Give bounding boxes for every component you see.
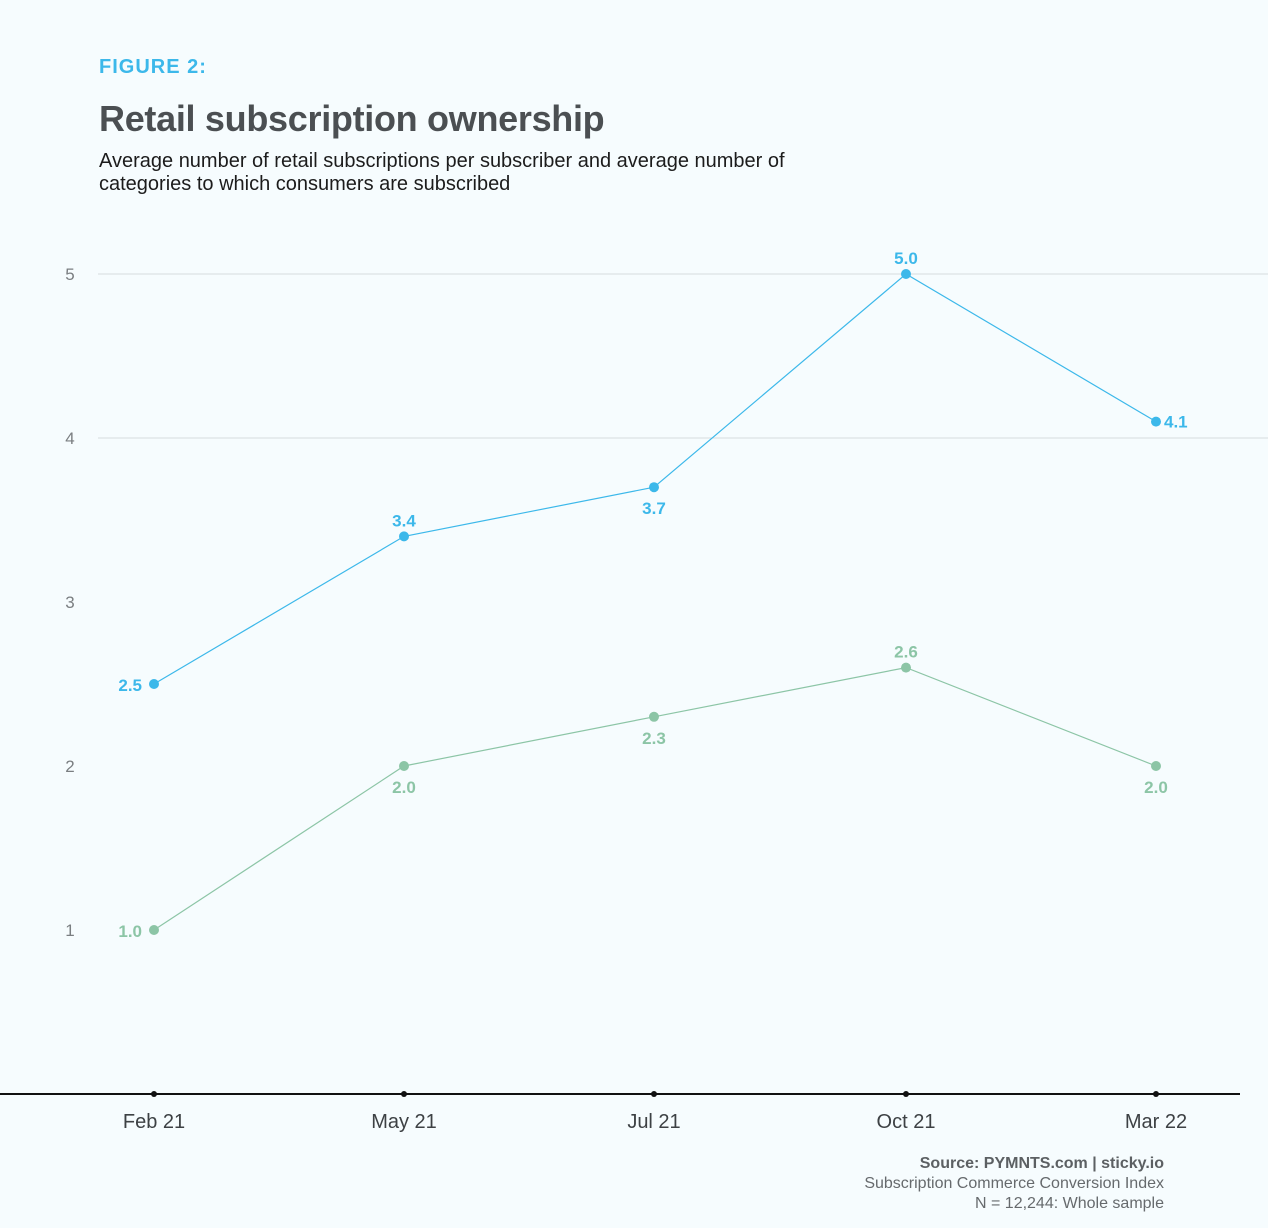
data-label: 4.1 bbox=[1164, 413, 1188, 432]
data-label: 2.0 bbox=[392, 778, 416, 797]
chart-title: Retail subscription ownership bbox=[99, 98, 605, 139]
x-tick-label: Jul 21 bbox=[627, 1111, 680, 1133]
x-tick-label: Feb 21 bbox=[123, 1111, 185, 1133]
data-label: 2.5 bbox=[118, 676, 142, 695]
data-point bbox=[649, 711, 659, 722]
x-tick-dot bbox=[1153, 1091, 1159, 1097]
data-label: 2.6 bbox=[894, 643, 918, 662]
x-tick-dot bbox=[651, 1091, 657, 1097]
series-line bbox=[153, 666, 1157, 931]
y-tick-label: 2 bbox=[65, 757, 74, 776]
data-point bbox=[901, 662, 911, 673]
data-point bbox=[1151, 761, 1161, 771]
y-tick-label: 4 bbox=[65, 429, 74, 448]
gridlines bbox=[98, 273, 1268, 439]
data-point bbox=[901, 269, 911, 279]
source-note: Source: PYMNTS.com | sticky.io bbox=[919, 1155, 1164, 1172]
sample-note: N = 12,244: Whole sample bbox=[975, 1195, 1164, 1212]
data-point bbox=[149, 679, 159, 689]
chart-footer: Source: PYMNTS.com | sticky.io Subscript… bbox=[864, 1154, 1164, 1214]
data-label: 5.0 bbox=[894, 249, 918, 268]
index-note: Subscription Commerce Conversion Index bbox=[864, 1175, 1164, 1192]
data-point bbox=[399, 531, 409, 542]
figure-label: FIGURE 2: bbox=[99, 56, 207, 78]
series-line bbox=[153, 273, 1157, 685]
chart-subtitle: Average number of retail subscriptions p… bbox=[99, 150, 785, 195]
x-axis: Feb 21 May 21 Jul 21 Oct 21 Mar 22 bbox=[0, 1091, 1240, 1133]
x-tick-label: May 21 bbox=[371, 1111, 437, 1133]
data-label: 2.0 bbox=[1144, 778, 1168, 797]
series-2: 1.0 2.0 2.3 2.6 2.0 bbox=[118, 643, 1167, 941]
data-label: 1.0 bbox=[118, 922, 142, 941]
y-tick-label: 1 bbox=[65, 921, 74, 940]
series: 2.5 3.4 3.7 5.0 4.1 1.0 2.0 2.3 2.6 2.0 bbox=[118, 249, 1187, 941]
data-point bbox=[1151, 416, 1161, 427]
x-tick-dot bbox=[401, 1091, 407, 1097]
data-point bbox=[399, 761, 409, 771]
data-label: 3.7 bbox=[642, 499, 666, 518]
x-tick-label: Oct 21 bbox=[877, 1111, 936, 1133]
x-tick-dot bbox=[903, 1091, 909, 1097]
data-label: 3.4 bbox=[392, 511, 416, 530]
series-1: 2.5 3.4 3.7 5.0 4.1 bbox=[118, 249, 1187, 695]
y-tick-label: 3 bbox=[65, 593, 74, 612]
data-point bbox=[649, 482, 659, 493]
y-axis-ticks: 1 2 3 4 5 bbox=[65, 265, 74, 940]
y-tick-label: 5 bbox=[65, 265, 74, 284]
data-point bbox=[149, 925, 159, 935]
data-label: 2.3 bbox=[642, 729, 666, 748]
x-tick-label: Mar 22 bbox=[1125, 1111, 1187, 1133]
x-tick-dot bbox=[151, 1091, 157, 1097]
